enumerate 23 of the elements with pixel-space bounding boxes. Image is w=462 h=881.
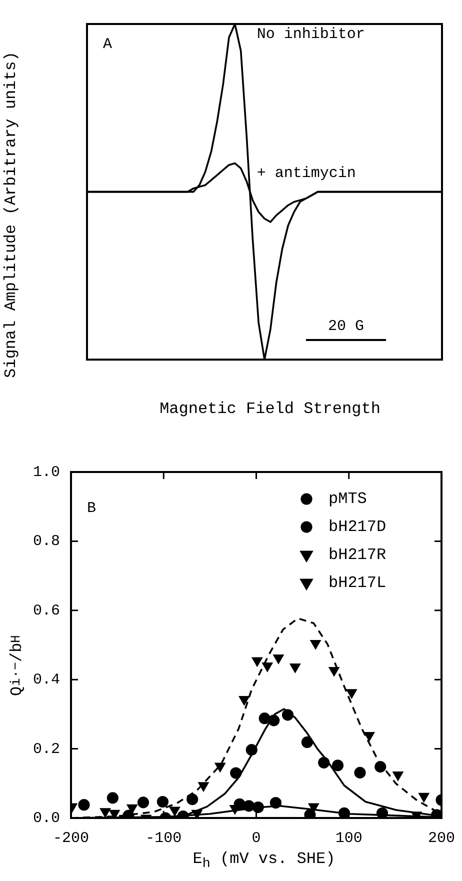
x-axis-title: Magnetic Field Strength bbox=[158, 400, 382, 418]
y-tick-label: 0.4 bbox=[32, 672, 60, 689]
text: B bbox=[87, 500, 96, 517]
y-tick-label: 0.8 bbox=[32, 533, 60, 550]
y-tick-label: 1.0 bbox=[32, 464, 60, 481]
x-axis-title: E$_{h}$ (mV vs. SHE) bbox=[192, 850, 336, 872]
series-label: + antimycin bbox=[256, 165, 356, 182]
legend-label: bH217R bbox=[328, 546, 387, 564]
legend-label: bH217D bbox=[328, 518, 386, 536]
y-tick-label: 0.0 bbox=[32, 810, 60, 827]
x-tick-label: 100 bbox=[335, 830, 362, 847]
y-axis-title: Signal Amplitude (Arbitrary units) bbox=[2, 50, 20, 380]
x-tick-label: -100 bbox=[146, 830, 182, 847]
y-tick-label: 0.6 bbox=[32, 602, 60, 620]
x-tick-label: -200 bbox=[52, 830, 90, 847]
legend-label: bH217L bbox=[328, 574, 386, 592]
x-tick-label: 200 bbox=[428, 830, 456, 847]
legend-label: pMTS bbox=[328, 490, 367, 508]
x-tick-label: 0 bbox=[252, 830, 261, 847]
series-label: No inhibitor bbox=[256, 26, 365, 43]
text: A bbox=[103, 36, 112, 53]
y-tick-label: 0.2 bbox=[32, 740, 60, 758]
annotation: 20 G bbox=[326, 318, 365, 335]
